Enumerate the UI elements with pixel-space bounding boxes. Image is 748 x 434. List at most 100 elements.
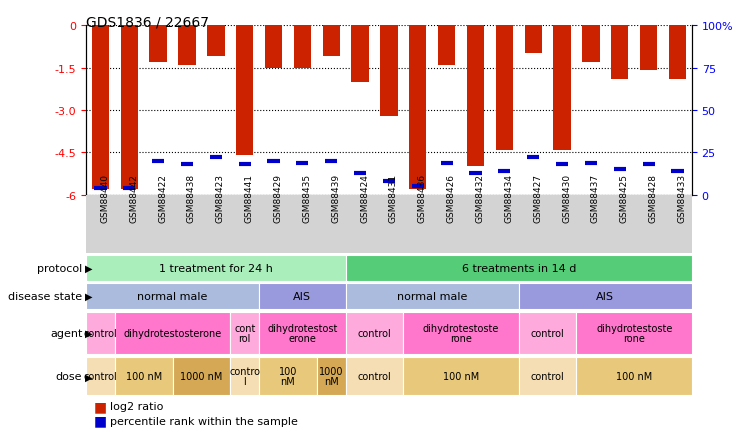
FancyBboxPatch shape: [317, 358, 346, 395]
FancyBboxPatch shape: [577, 358, 692, 395]
FancyBboxPatch shape: [403, 358, 519, 395]
Bar: [611, 26, 628, 80]
Text: dihydrotestosterone: dihydrotestosterone: [123, 328, 221, 338]
Text: GSM88433: GSM88433: [678, 174, 687, 223]
Text: 100 nM: 100 nM: [443, 372, 479, 381]
Text: dihydrotestoste
rone: dihydrotestoste rone: [596, 323, 672, 343]
FancyBboxPatch shape: [577, 312, 692, 354]
Text: AIS: AIS: [293, 291, 311, 301]
Text: control: control: [84, 328, 117, 338]
Text: agent: agent: [50, 328, 82, 338]
Text: GSM88422: GSM88422: [158, 174, 167, 223]
Text: GSM88438: GSM88438: [187, 174, 196, 223]
Bar: [380, 26, 398, 116]
FancyBboxPatch shape: [230, 358, 259, 395]
Text: normal male: normal male: [138, 291, 208, 301]
FancyBboxPatch shape: [230, 312, 259, 354]
FancyBboxPatch shape: [86, 358, 115, 395]
Bar: [150, 26, 167, 63]
Bar: [92, 26, 109, 190]
Text: GSM88435: GSM88435: [302, 174, 311, 223]
Text: 100 nM: 100 nM: [126, 372, 162, 381]
Text: control: control: [531, 372, 565, 381]
FancyBboxPatch shape: [346, 283, 519, 309]
Bar: [178, 26, 196, 66]
Text: ▶: ▶: [85, 263, 93, 273]
Text: percentile rank within the sample: percentile rank within the sample: [110, 416, 298, 425]
Bar: [640, 26, 657, 71]
Text: ▶: ▶: [85, 328, 93, 338]
FancyBboxPatch shape: [346, 255, 692, 281]
FancyBboxPatch shape: [259, 312, 346, 354]
Text: GSM88424: GSM88424: [360, 174, 369, 223]
Bar: [582, 26, 600, 63]
Text: dihydrotestoste
rone: dihydrotestoste rone: [423, 323, 499, 343]
Text: disease state: disease state: [8, 291, 82, 301]
Text: GSM88441: GSM88441: [245, 174, 254, 223]
Text: GSM88429: GSM88429: [274, 174, 283, 223]
Text: control: control: [84, 372, 117, 381]
Text: GSM88437: GSM88437: [591, 174, 600, 223]
FancyBboxPatch shape: [259, 283, 346, 309]
FancyBboxPatch shape: [86, 312, 115, 354]
FancyBboxPatch shape: [403, 312, 519, 354]
Text: ■: ■: [94, 414, 107, 427]
FancyBboxPatch shape: [173, 358, 230, 395]
Bar: [265, 26, 282, 68]
Bar: [294, 26, 311, 68]
Bar: [207, 26, 224, 57]
Text: 1000
nM: 1000 nM: [319, 367, 343, 386]
FancyBboxPatch shape: [519, 312, 577, 354]
FancyBboxPatch shape: [346, 358, 403, 395]
Text: control: control: [358, 372, 391, 381]
Text: ▶: ▶: [85, 372, 93, 381]
Text: GSM88426: GSM88426: [447, 174, 456, 223]
Bar: [669, 26, 686, 80]
Bar: [409, 26, 426, 190]
Bar: [322, 26, 340, 57]
Text: GSM88436: GSM88436: [418, 174, 427, 223]
Bar: [438, 26, 456, 66]
FancyBboxPatch shape: [86, 255, 346, 281]
FancyBboxPatch shape: [259, 358, 317, 395]
Text: cont
rol: cont rol: [234, 323, 255, 343]
Text: GSM88431: GSM88431: [389, 174, 398, 223]
Text: 100
nM: 100 nM: [279, 367, 297, 386]
Bar: [352, 26, 369, 82]
Text: dose: dose: [56, 372, 82, 381]
Text: GSM88434: GSM88434: [504, 174, 513, 223]
Text: 100 nM: 100 nM: [616, 372, 652, 381]
FancyBboxPatch shape: [519, 283, 692, 309]
Text: GSM88430: GSM88430: [562, 174, 571, 223]
Bar: [554, 26, 571, 150]
Text: GSM88428: GSM88428: [649, 174, 657, 223]
Text: normal male: normal male: [397, 291, 468, 301]
Text: dihydrotestost
erone: dihydrotestost erone: [267, 323, 337, 343]
Text: AIS: AIS: [596, 291, 614, 301]
Bar: [524, 26, 542, 54]
Text: ■: ■: [94, 399, 107, 413]
FancyBboxPatch shape: [346, 312, 403, 354]
FancyBboxPatch shape: [86, 195, 692, 254]
Text: GSM88423: GSM88423: [216, 174, 225, 223]
Text: 1000 nM: 1000 nM: [180, 372, 223, 381]
Text: ▶: ▶: [85, 291, 93, 301]
Text: GSM88427: GSM88427: [533, 174, 542, 223]
FancyBboxPatch shape: [115, 358, 173, 395]
FancyBboxPatch shape: [86, 283, 259, 309]
Text: log2 ratio: log2 ratio: [110, 401, 163, 411]
Bar: [467, 26, 484, 167]
Text: contro
l: contro l: [229, 367, 260, 386]
Text: GDS1836 / 22667: GDS1836 / 22667: [86, 15, 209, 29]
FancyBboxPatch shape: [115, 312, 230, 354]
Text: protocol: protocol: [37, 263, 82, 273]
Text: GSM88439: GSM88439: [331, 174, 340, 223]
Bar: [120, 26, 138, 190]
Text: 1 treatment for 24 h: 1 treatment for 24 h: [159, 263, 273, 273]
Text: control: control: [531, 328, 565, 338]
FancyBboxPatch shape: [519, 358, 577, 395]
Text: 6 treatments in 14 d: 6 treatments in 14 d: [462, 263, 576, 273]
Text: GSM88425: GSM88425: [620, 174, 629, 223]
Text: GSM88432: GSM88432: [476, 174, 485, 223]
Text: GSM88440: GSM88440: [100, 174, 109, 223]
